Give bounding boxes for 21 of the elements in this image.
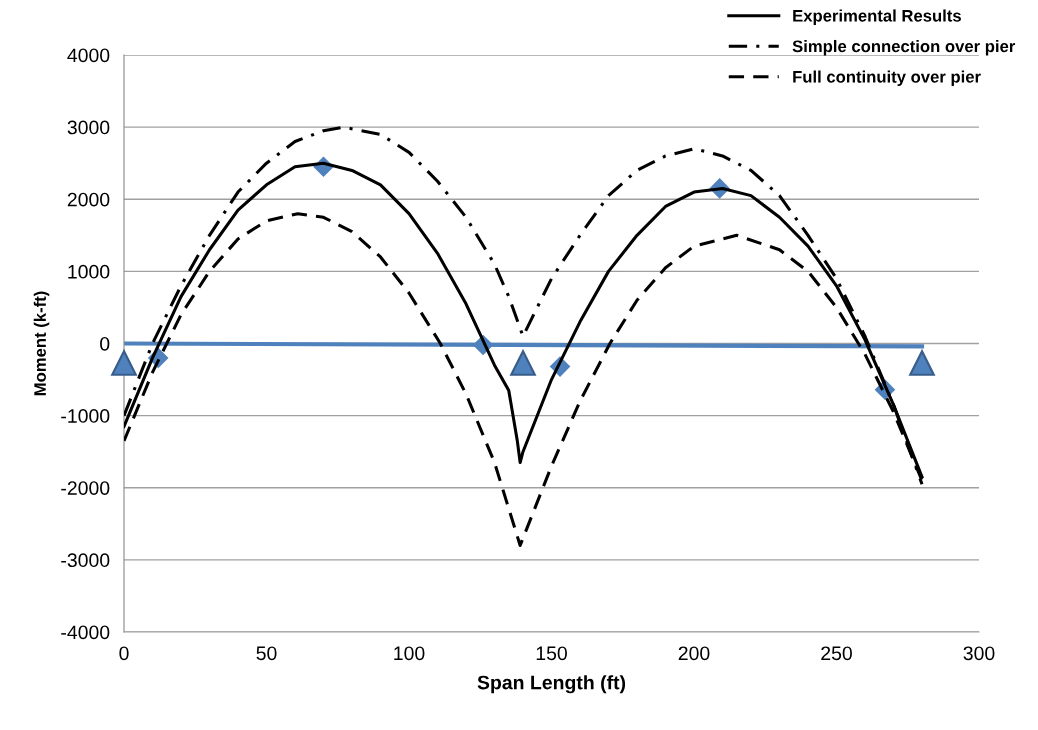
y-tick-label: 0 — [100, 336, 110, 351]
x-tick-label: 50 — [256, 646, 277, 661]
y-tick-label: 3000 — [67, 120, 110, 135]
x-tick-label: 300 — [963, 646, 995, 661]
y-tick-label: 4000 — [67, 48, 110, 63]
y-tick-label: -1000 — [61, 409, 110, 423]
x-tick-label: 250 — [821, 646, 852, 661]
y-tick-label: -4000 — [61, 625, 110, 640]
x-tick-label: 0 — [119, 646, 129, 661]
y-tick-label: 2000 — [67, 192, 110, 207]
x-tick-label: 200 — [678, 646, 710, 661]
x-tick-label: 150 — [536, 646, 567, 661]
legend-label: Full continuity over pier — [793, 70, 981, 87]
y-tick-label: 1000 — [68, 264, 110, 279]
y-axis-title: Moment (k-ft) — [33, 291, 50, 396]
y-tick-label: -3000 — [61, 553, 110, 568]
y-tick-label: -2000 — [61, 481, 110, 495]
legend-label: Experimental Results — [793, 9, 961, 25]
legend-label: Simple connection over pier — [792, 39, 1016, 56]
x-axis-title: Span Length (ft) — [477, 675, 626, 694]
x-tick-label: 100 — [394, 646, 425, 661]
